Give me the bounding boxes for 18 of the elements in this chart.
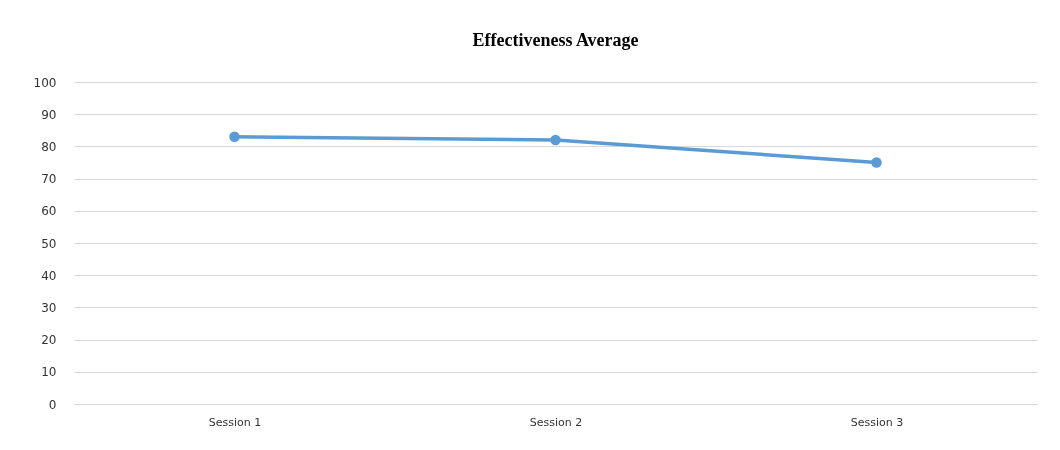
y-tick-label: 10 — [41, 365, 57, 380]
y-tick-label: 50 — [41, 236, 57, 251]
y-tick-label: 20 — [41, 333, 57, 348]
y-tick-label: 100 — [33, 75, 57, 90]
point — [871, 157, 882, 168]
chart-title: Effectiveness Average — [472, 30, 639, 50]
x-tick-label: Session 2 — [529, 415, 583, 429]
y-tick-label: 70 — [41, 172, 57, 187]
y-tick-label: 30 — [41, 300, 57, 315]
point — [550, 134, 561, 146]
x-tick-label: Session 1 — [208, 415, 262, 429]
y-tick-label: 60 — [41, 204, 57, 219]
y-tick-label: 90 — [41, 107, 57, 122]
y-tick-label: 0 — [48, 397, 57, 412]
y-tick-label: 40 — [41, 268, 57, 283]
y-tick-label: 80 — [41, 139, 57, 154]
point — [229, 131, 240, 142]
x-tick-label: Session 3 — [850, 415, 904, 429]
